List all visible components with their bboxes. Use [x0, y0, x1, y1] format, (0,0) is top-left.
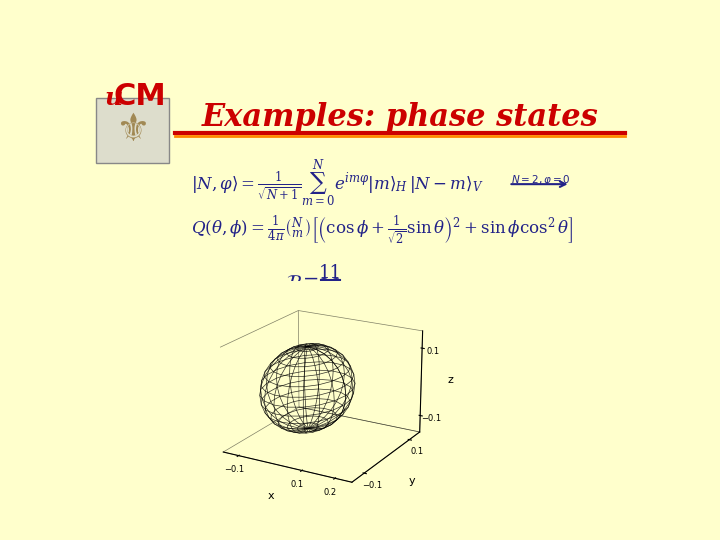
- FancyBboxPatch shape: [96, 98, 169, 163]
- Text: ⚜: ⚜: [115, 111, 150, 149]
- Text: $N=2,\varphi=0$: $N=2,\varphi=0$: [510, 173, 571, 187]
- Text: u: u: [104, 86, 122, 110]
- Y-axis label: y: y: [409, 476, 415, 485]
- Text: CM: CM: [113, 82, 166, 111]
- Text: 26: 26: [319, 278, 342, 296]
- Text: 11: 11: [319, 264, 342, 282]
- Text: Examples: phase states: Examples: phase states: [202, 102, 598, 133]
- X-axis label: x: x: [268, 491, 274, 502]
- Text: $Q(\theta,\phi) = \frac{1}{4\pi}\binom{N}{m}\left[\left(\cos\phi+\frac{1}{\sqrt{: $Q(\theta,\phi) = \frac{1}{4\pi}\binom{N…: [191, 214, 573, 247]
- Text: $\mathcal{P}\equiv$: $\mathcal{P}\equiv$: [286, 273, 319, 292]
- Text: $|N,\varphi\rangle = \frac{1}{\sqrt{N+1}}\sum_{m=0}^{N} e^{im\varphi}|m\rangle_H: $|N,\varphi\rangle = \frac{1}{\sqrt{N+1}…: [191, 158, 483, 210]
